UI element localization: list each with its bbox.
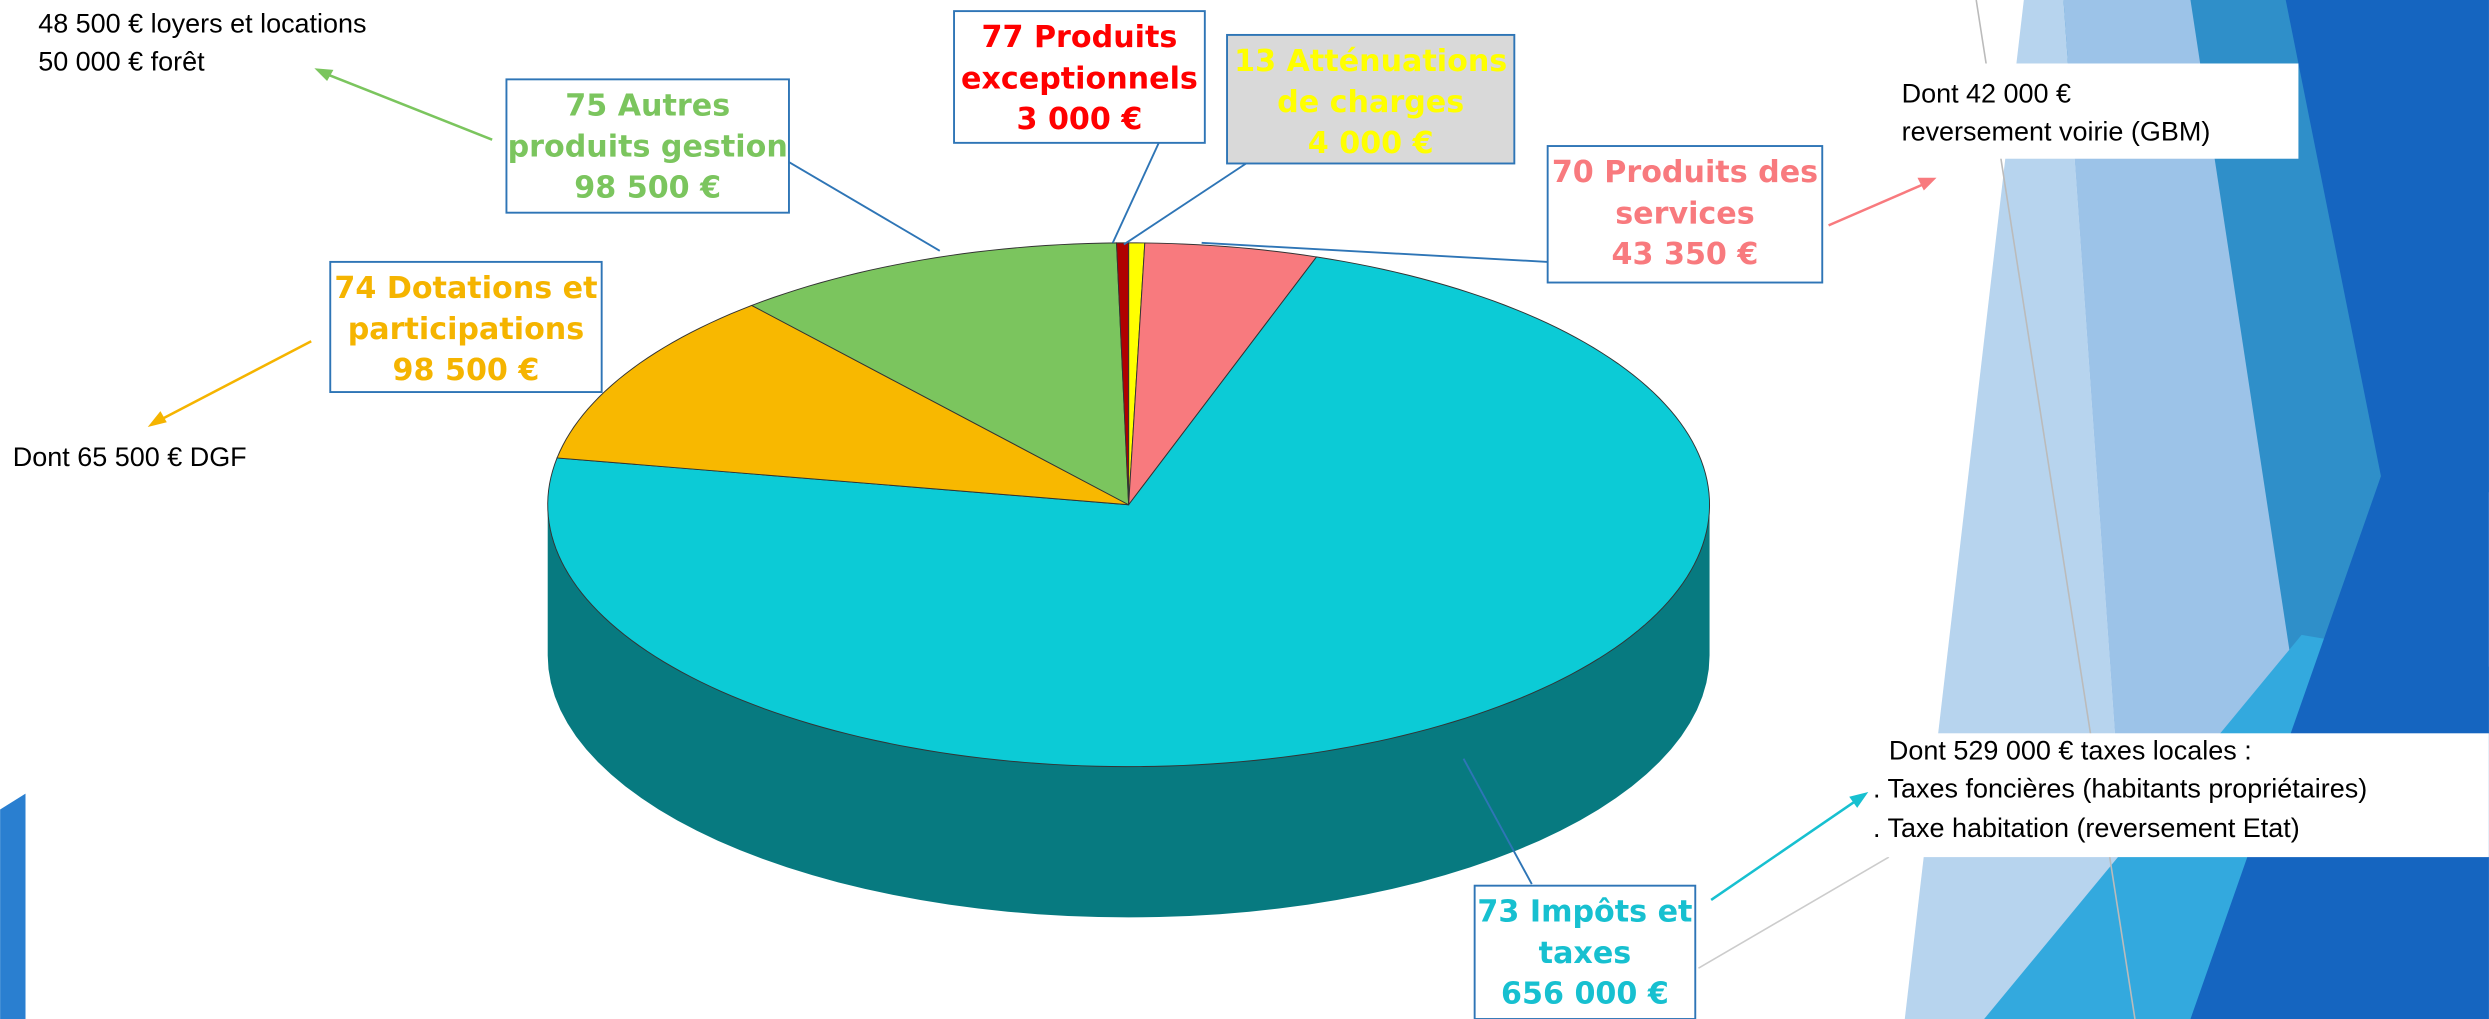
label-box	[953, 10, 1206, 144]
label-box	[1473, 884, 1697, 1019]
arrow-head	[314, 68, 334, 81]
arrow-head	[147, 411, 167, 427]
slice	[750, 242, 1130, 506]
notes: 48 500 € loyers et locations 50 000 € for…	[13, 9, 2367, 844]
annotation: 48 500 € loyers et locations	[38, 9, 366, 39]
deco-line	[1698, 856, 1890, 969]
note-box	[1888, 63, 2299, 159]
slice	[547, 256, 1711, 768]
leader-line	[1111, 142, 1160, 244]
annotation: reversement voirie (GBM)	[1902, 116, 2211, 146]
slice	[556, 304, 1129, 506]
deco-shape	[0, 793, 26, 1019]
arrow-head	[1849, 792, 1869, 808]
annotation: . Taxes foncières (habitants propriétair…	[1873, 774, 2367, 804]
value-label: 43 350 €	[1612, 237, 1759, 272]
value-label: 4 000 €	[1308, 126, 1434, 161]
leader-line	[777, 154, 941, 252]
value-label: 656 000 €	[1501, 977, 1669, 1012]
value-label: 98 500 €	[393, 353, 540, 388]
arrow	[158, 340, 312, 422]
label-box	[505, 78, 790, 214]
value-label: 98 500 €	[574, 170, 721, 205]
leader-line	[1201, 241, 1548, 263]
category-label: 74 Dotations et participations	[334, 270, 597, 346]
label-box	[329, 260, 603, 393]
pie	[547, 242, 1711, 918]
slice-side	[547, 504, 1710, 918]
category-label: 77 Produits exceptionnels	[961, 20, 1198, 96]
label-box	[1226, 33, 1516, 165]
leader-line	[1462, 758, 1533, 885]
value-label: 3 000 €	[1016, 102, 1142, 137]
arrow	[323, 71, 493, 141]
arrow	[1710, 798, 1858, 902]
annotation: Dont 529 000 € taxes locales :	[1889, 735, 2252, 765]
category-label: 75 Autres produits gestion	[508, 88, 788, 164]
labels: 13 Atténuations de charges 4 000 € 70 Produ…	[329, 10, 1824, 1019]
category-label: 13 Atténuations de charges	[1234, 43, 1507, 119]
label-box	[1546, 145, 1824, 284]
arrow-head	[1917, 177, 1937, 191]
slice	[1116, 242, 1130, 505]
leader-line	[1123, 162, 1247, 246]
arrow	[1828, 182, 1925, 227]
annotation: 50 000 € forêt	[38, 47, 205, 77]
slice	[1128, 242, 1318, 507]
note-box	[1873, 733, 2489, 858]
category-label: 70 Produits des services	[1552, 155, 1818, 231]
annotation: Dont 65 500 € DGF	[13, 442, 247, 472]
annotation: . Taxe habitation (reversement Etat)	[1873, 813, 2300, 843]
annotation: Dont 42 000 €	[1902, 78, 2071, 108]
category-label: 73 Impôts et taxes	[1477, 894, 1692, 970]
arrows	[147, 68, 1937, 902]
